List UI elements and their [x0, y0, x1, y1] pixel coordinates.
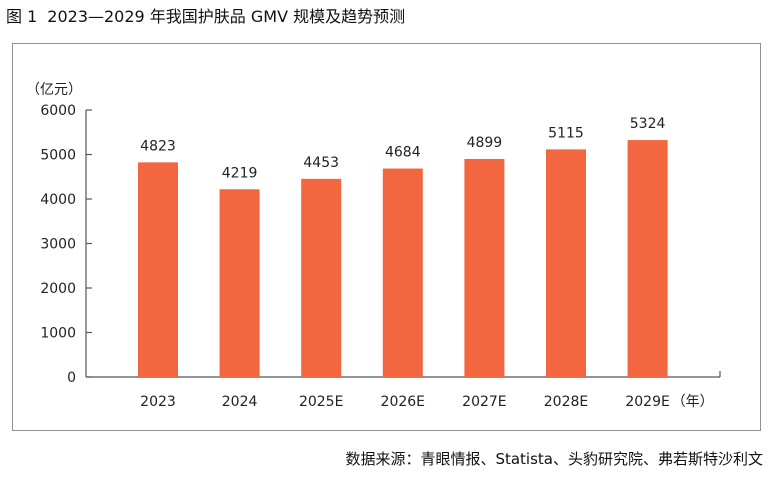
- bar-value-label: 5115: [548, 125, 584, 141]
- y-tick-label: 5000: [40, 148, 76, 164]
- figure-title: 图 1 2023—2029 年我国护肤品 GMV 规模及趋势预测: [6, 4, 405, 30]
- x-axis-unit-label: （年）: [672, 394, 714, 410]
- bar: [219, 189, 260, 377]
- y-tick-label: 3000: [40, 237, 76, 253]
- x-tick-label: 2027E: [462, 394, 506, 410]
- bar-value-label: 4823: [140, 138, 176, 154]
- bar: [464, 158, 505, 377]
- y-tick-label: 1000: [40, 326, 76, 342]
- x-tick-label: 2028E: [544, 394, 588, 410]
- bar: [546, 149, 586, 377]
- y-tick-label: 4000: [40, 192, 76, 208]
- figure-label: 图 1: [6, 7, 38, 26]
- x-tick-label: 2023: [140, 394, 176, 410]
- x-tick-label: 2026E: [381, 394, 425, 410]
- bar: [301, 178, 342, 377]
- bar: [138, 162, 178, 377]
- bar-value-label: 4899: [467, 135, 503, 151]
- bar-value-label: 4684: [385, 145, 421, 161]
- bar: [382, 168, 423, 377]
- bar-value-label: 4453: [303, 155, 339, 171]
- bar-value-label: 5324: [630, 116, 666, 132]
- data-source-note: 数据来源：青眼情报、Statista、头豹研究院、弗若斯特沙利文: [345, 450, 763, 468]
- x-tick-label: 2029E: [625, 394, 669, 410]
- y-tick-label: 0: [67, 370, 76, 386]
- bar-value-label: 4219: [222, 165, 258, 181]
- y-tick-label: 2000: [40, 281, 76, 297]
- x-tick-label: 2025E: [299, 394, 343, 410]
- bar: [627, 140, 668, 377]
- y-axis-unit-label: （亿元）: [26, 82, 82, 98]
- y-tick-label: 6000: [40, 103, 76, 119]
- x-tick-label: 2024: [222, 394, 258, 410]
- figure-title-text: 2023—2029 年我国护肤品 GMV 规模及趋势预测: [47, 7, 406, 26]
